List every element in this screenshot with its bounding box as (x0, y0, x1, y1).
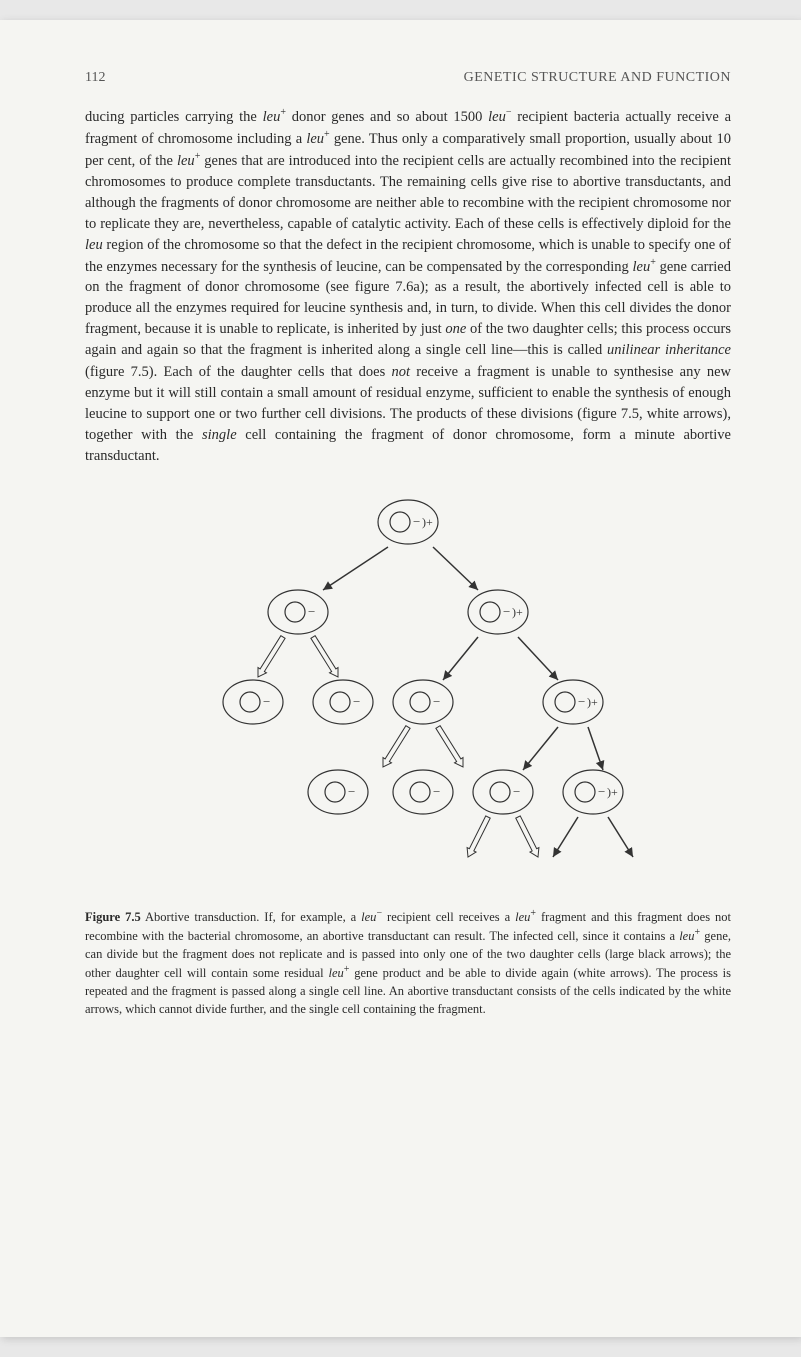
body-paragraph: ducing particles carrying the leu+ donor… (85, 106, 731, 467)
italic: leu (306, 131, 324, 147)
svg-text:)+: )+ (607, 785, 618, 799)
italic: leu (263, 109, 281, 125)
figure-caption: Figure 7.5 Abortive transduction. If, fo… (85, 907, 731, 1018)
page: 112 GENETIC STRUCTURE AND FUNCTION ducin… (0, 20, 801, 1337)
italic: leu (177, 153, 195, 169)
svg-text:−: − (413, 514, 420, 529)
text: Abortive transduction. If, for example, … (141, 910, 361, 924)
italic: unilinear inheritance (607, 342, 731, 358)
text: (figure 7.5). Each of the daughter cells… (85, 364, 391, 380)
italic: leu (515, 910, 530, 924)
svg-text:−: − (348, 784, 355, 799)
svg-text:)+: )+ (587, 695, 598, 709)
svg-text:−: − (433, 784, 440, 799)
text: recipient cell receives a (382, 910, 515, 924)
svg-text:−: − (513, 784, 520, 799)
italic: leu (488, 109, 506, 125)
svg-text:−: − (353, 694, 360, 709)
italic: leu (85, 237, 103, 253)
italic: one (445, 321, 466, 337)
svg-text:−: − (308, 604, 315, 619)
svg-text:−: − (503, 604, 510, 619)
italic: leu (361, 910, 376, 924)
figure-container: −)+−−)+−−−−)+−−−−)+ (85, 492, 731, 882)
italic: leu (329, 967, 344, 981)
svg-text:−: − (598, 784, 605, 799)
italic: not (391, 364, 410, 380)
italic: leu (633, 258, 651, 274)
page-header: 112 GENETIC STRUCTURE AND FUNCTION (85, 70, 731, 86)
italic: single (202, 427, 237, 443)
abortive-transduction-diagram: −)+−−)+−−−−)+−−−−)+ (158, 492, 658, 882)
svg-text:−: − (263, 694, 270, 709)
figure-label: Figure 7.5 (85, 910, 141, 924)
chapter-title: GENETIC STRUCTURE AND FUNCTION (464, 70, 731, 86)
italic: leu (679, 929, 694, 943)
svg-text:)+: )+ (422, 515, 433, 529)
page-number: 112 (85, 70, 105, 86)
svg-text:−: − (433, 694, 440, 709)
text: ducing particles carrying the (85, 109, 263, 125)
svg-text:−: − (578, 694, 585, 709)
svg-text:)+: )+ (512, 605, 523, 619)
text: donor genes and so about 1500 (286, 109, 488, 125)
